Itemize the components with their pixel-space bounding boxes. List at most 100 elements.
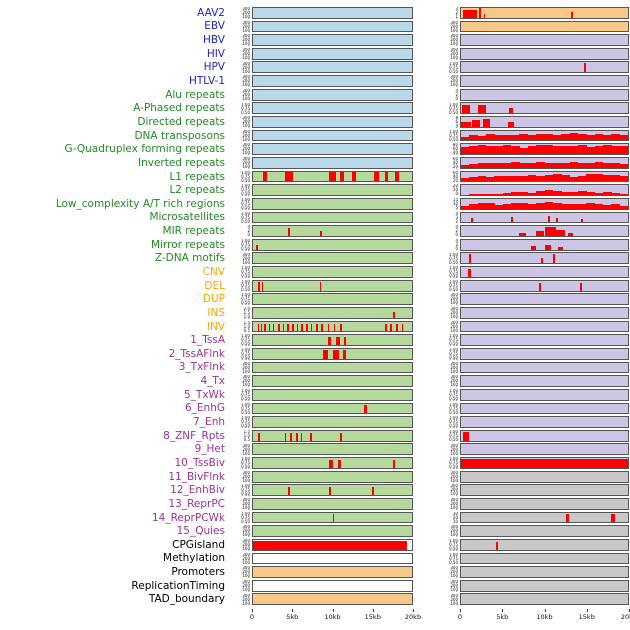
track-panel	[460, 293, 629, 306]
data-area-segment	[494, 135, 504, 141]
data-area-segment	[536, 203, 545, 209]
track-panel	[252, 470, 413, 483]
y-axis-tick-label: 0.50	[241, 218, 250, 224]
data-area-segment	[527, 162, 537, 168]
y-axis-tick-labels: 1.000.750.500.250.00	[230, 280, 252, 292]
data-bar	[287, 323, 289, 332]
y-axis-tick-label: 100	[242, 123, 250, 128]
y-axis-tick-label: 0.75	[241, 419, 250, 425]
data-area-segment	[519, 202, 529, 209]
data-area-segment	[477, 194, 487, 196]
data-area-segment	[527, 192, 537, 196]
y-axis-tick-label: 0.50	[241, 273, 250, 278]
y-axis-tick-labels: 2.01.51.00.50.0	[230, 307, 252, 319]
data-bar	[511, 217, 513, 223]
data-bar	[467, 268, 471, 277]
y-axis-tick-label: 0.75	[449, 460, 458, 466]
y-axis-tick-label: 15	[452, 197, 458, 202]
y-axis-tick-label: 1.5	[243, 320, 250, 325]
y-axis-tick-label: 40	[452, 150, 458, 156]
y-axis-tick-label: 200	[242, 64, 250, 70]
y-axis-tick-label: 0	[455, 95, 458, 101]
x-axis-tick-label: 5kb	[496, 609, 509, 621]
data-bar	[557, 246, 563, 250]
data-area-segment	[486, 203, 495, 209]
data-bar	[277, 323, 280, 332]
data-area-segment	[477, 135, 487, 141]
y-axis-tick-label: 1.00	[449, 102, 458, 107]
data-area-segment	[469, 135, 479, 141]
y-axis-tick-label: 0.50	[449, 423, 458, 428]
track-panel	[460, 34, 629, 46]
y-axis-tick-label: 1.00	[241, 293, 250, 298]
data-area-segment	[511, 145, 520, 155]
y-axis-tick-label: 1.00	[241, 348, 250, 353]
data-area-segment	[469, 194, 479, 196]
data-area-segment	[602, 145, 612, 155]
track-panel	[252, 429, 413, 442]
track-panel	[460, 266, 629, 278]
track-panel	[460, 593, 629, 606]
y-axis-tick-label: 4	[455, 88, 458, 93]
y-axis-tick-label: 2.0	[243, 307, 250, 312]
y-axis-tick-label: 8	[455, 116, 458, 121]
track-panel	[252, 170, 413, 183]
y-axis-tick-labels: 6040200	[438, 157, 460, 169]
y-axis-tick-label: 300	[450, 47, 458, 52]
data-area-segment	[502, 203, 512, 209]
data-bar	[581, 218, 583, 223]
y-axis-tick-label: 300	[242, 443, 250, 448]
y-axis-tick-label: 300	[450, 498, 458, 503]
y-axis-tick-label: 5	[455, 204, 458, 210]
track-panel	[460, 252, 629, 265]
data-bar	[483, 14, 485, 18]
track-panel	[460, 388, 629, 401]
y-axis-tick-label: 0.75	[449, 432, 458, 438]
y-axis-tick-label: 0	[455, 191, 458, 196]
y-axis-tick-label: 0.75	[449, 282, 458, 288]
y-axis-tick-labels: 1.000.750.500.250.00	[230, 184, 252, 196]
y-axis-tick-label: 1.00	[449, 429, 458, 434]
y-axis-tick-label: 100	[242, 546, 250, 551]
track-panel	[460, 184, 629, 197]
track-label: HPV	[203, 61, 225, 74]
y-axis-tick-label: 1.00	[241, 388, 250, 393]
track-panel	[252, 593, 413, 606]
y-axis-tick-label: 1.00	[241, 279, 250, 284]
y-axis-tick-label: 100	[450, 41, 458, 46]
data-area-segment	[477, 176, 487, 182]
data-area-segment	[586, 134, 595, 141]
track-panel	[460, 143, 629, 156]
track-panel	[252, 334, 413, 347]
y-axis-tick-label: 20	[452, 514, 458, 520]
y-axis-tick-label: 40	[452, 173, 458, 179]
y-axis-tick-labels: 1.000.750.500.250.00	[230, 457, 252, 469]
data-area-segment	[594, 145, 604, 155]
y-axis-tick-label: 0.75	[449, 555, 458, 561]
y-axis-tick-label: 30	[452, 511, 458, 516]
track-panel	[460, 102, 629, 115]
y-axis-tick-label: 0	[247, 232, 250, 237]
data-area-segment	[611, 204, 620, 209]
y-axis-tick-label: 0.50	[449, 341, 458, 346]
track-panel	[252, 402, 413, 415]
data-area-segment	[552, 134, 562, 141]
data-area-segment	[477, 202, 487, 209]
data-area-segment	[594, 173, 604, 182]
data-area-segment	[536, 191, 545, 196]
y-axis-tick-label: 0.75	[449, 542, 458, 547]
track-panel	[252, 61, 413, 74]
data-bar	[301, 323, 304, 332]
y-axis-tick-label: 0.50	[449, 136, 458, 142]
track-panel	[460, 225, 629, 237]
x-axis-tick-label: 15kb	[578, 609, 595, 621]
track-panel	[460, 566, 629, 578]
